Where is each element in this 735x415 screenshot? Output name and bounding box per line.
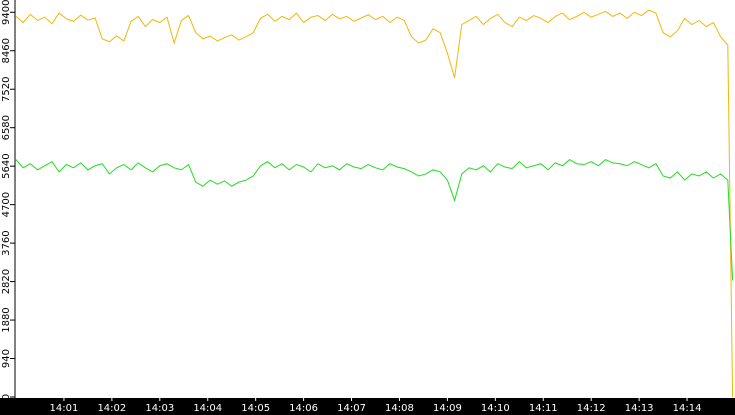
y-tick-label: 8460 <box>1 38 12 63</box>
y-tick-label: 0 <box>1 394 12 400</box>
y-tick-label: 7520 <box>1 76 12 101</box>
y-tick-label: 940 <box>1 349 12 368</box>
y-tick-label: 5640 <box>1 153 12 178</box>
x-tick-label: 14:05 <box>241 403 270 414</box>
x-tick-label: 14:01 <box>50 403 79 414</box>
x-tick-label: 14:09 <box>433 403 462 414</box>
x-tick-label: 14:12 <box>577 403 606 414</box>
x-tick-label: 14:04 <box>193 403 222 414</box>
x-axis-band <box>0 398 735 415</box>
x-tick-label: 14:13 <box>625 403 654 414</box>
y-tick-label: 3760 <box>1 230 12 255</box>
y-tick-label: 9400 <box>1 0 12 25</box>
x-tick-label: 14:06 <box>289 403 318 414</box>
series-line <box>15 9 734 398</box>
series-line <box>15 159 734 281</box>
x-tick-label: 14:08 <box>385 403 414 414</box>
y-tick-label: 1880 <box>1 307 12 332</box>
y-tick-label: 6580 <box>1 115 12 140</box>
y-tick-label: 2820 <box>1 269 12 294</box>
x-tick-label: 14:11 <box>529 403 558 414</box>
x-tick-label: 14:07 <box>337 403 366 414</box>
x-tick-label: 14:14 <box>673 403 702 414</box>
x-tick-label: 14:10 <box>481 403 510 414</box>
x-tick-label: 14:02 <box>97 403 126 414</box>
y-tick-label: 4700 <box>1 192 12 217</box>
x-tick-label: 14:03 <box>145 403 174 414</box>
